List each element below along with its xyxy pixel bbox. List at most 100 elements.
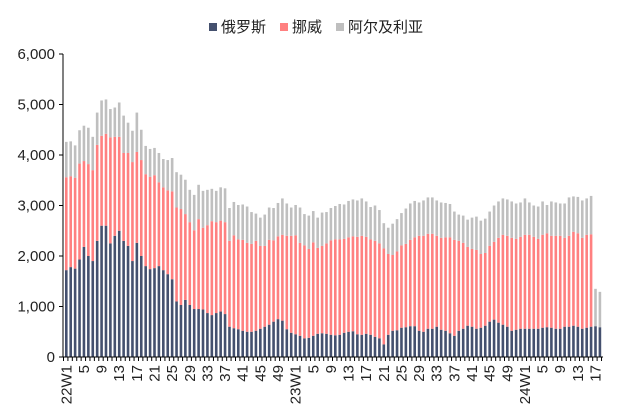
- bar-segment: [285, 235, 289, 330]
- bar-segment: [276, 202, 280, 237]
- bar-segment: [532, 205, 536, 237]
- bar-segment: [126, 152, 130, 246]
- bar-segment: [554, 202, 558, 236]
- bar-segment: [325, 243, 328, 334]
- x-tick-label: 22W1: [58, 365, 75, 404]
- bar-segment: [179, 304, 183, 358]
- bar-segment: [439, 237, 443, 330]
- bar-segment: [320, 245, 324, 334]
- bar-segment: [470, 217, 474, 249]
- bar-segment: [210, 188, 214, 222]
- x-tick-label: 5: [535, 365, 552, 373]
- bar-segment: [320, 212, 324, 246]
- bar-segment: [567, 326, 571, 357]
- bar-segment: [435, 200, 439, 236]
- bar-segment: [550, 201, 553, 236]
- bar-segment: [289, 235, 293, 333]
- bar-segment: [497, 237, 500, 323]
- bar-segment: [351, 331, 355, 358]
- bar-segment: [483, 218, 487, 253]
- bar-segment: [104, 225, 108, 357]
- bar-segment: [351, 199, 355, 237]
- bar-segment: [87, 164, 90, 256]
- bar-segment: [162, 159, 165, 188]
- bar-segment: [497, 322, 500, 357]
- bar-segment: [307, 337, 311, 357]
- bar-segment: [223, 314, 227, 357]
- bar-segment: [131, 261, 134, 357]
- y-tick-label: 4,000: [17, 147, 55, 164]
- x-tick-label: 37: [217, 365, 234, 382]
- bar-segment: [303, 338, 306, 357]
- bar-segment: [382, 248, 386, 345]
- bar-segment: [144, 174, 147, 267]
- bar-segment: [572, 231, 575, 326]
- bar-segment: [532, 328, 536, 357]
- bar-segment: [536, 206, 540, 239]
- bar-segment: [558, 328, 562, 357]
- bar-segment: [65, 177, 68, 271]
- bar-segment: [378, 243, 381, 339]
- bar-segment: [197, 309, 200, 357]
- bar-segment: [378, 338, 381, 357]
- bar-segment: [148, 269, 152, 357]
- bar-segment: [307, 248, 311, 338]
- bar-segment: [223, 188, 227, 223]
- bar-segment: [87, 256, 90, 357]
- bar-segment: [69, 141, 73, 177]
- bar-segment: [254, 240, 258, 331]
- bar-segment: [95, 144, 99, 241]
- bar-segment: [232, 235, 236, 329]
- x-tick-label: 9: [552, 365, 569, 373]
- bar-segment: [104, 133, 108, 226]
- bar-segment: [122, 152, 125, 241]
- bar-segment: [501, 234, 505, 325]
- bar-segment: [426, 328, 430, 357]
- bar-segment: [488, 211, 491, 246]
- x-tick-label: 45: [482, 365, 499, 382]
- x-tick-label: 49: [270, 365, 287, 382]
- x-tick-label: 17: [358, 365, 375, 382]
- bar-segment: [523, 328, 527, 357]
- x-tick-label: 37: [446, 365, 463, 382]
- bar-segment: [466, 325, 469, 357]
- bar-segment: [470, 326, 474, 357]
- bar-segment: [413, 326, 416, 357]
- bar-segment: [572, 196, 575, 232]
- bar-segment: [466, 246, 469, 326]
- bar-segment: [519, 328, 522, 357]
- bar-segment: [589, 326, 593, 357]
- bar-segment: [214, 190, 218, 223]
- bar-segment: [519, 202, 522, 237]
- x-tick-label: 21: [376, 365, 393, 382]
- bar-segment: [598, 327, 602, 357]
- bar-segment: [281, 320, 284, 357]
- y-tick-label: 2,000: [17, 248, 55, 265]
- bar-segment: [413, 200, 416, 238]
- bar-segment: [576, 326, 580, 357]
- bar-segment: [91, 261, 95, 357]
- bar-segment: [153, 175, 156, 269]
- bar-segment: [267, 207, 271, 240]
- bar-segment: [69, 176, 73, 268]
- bar-segment: [506, 199, 509, 236]
- legend-swatch-norway: [279, 22, 288, 31]
- bar-segment: [334, 239, 337, 336]
- bar-segment: [236, 239, 240, 330]
- bar-segment: [192, 230, 196, 310]
- bar-segment: [334, 335, 337, 357]
- bar-segment: [113, 136, 117, 236]
- bar-segment: [192, 194, 196, 231]
- bar-segment: [391, 254, 394, 331]
- bar-segment: [422, 235, 425, 332]
- bar-segment: [475, 328, 478, 357]
- bar-segment: [109, 243, 112, 358]
- bar-segment: [109, 109, 112, 138]
- bar-segment: [351, 236, 355, 332]
- x-tick-label: 21: [147, 365, 164, 382]
- bar-segment: [435, 235, 439, 327]
- bar-segment: [214, 222, 218, 314]
- bar-segment: [536, 238, 540, 329]
- bar-segment: [272, 208, 275, 241]
